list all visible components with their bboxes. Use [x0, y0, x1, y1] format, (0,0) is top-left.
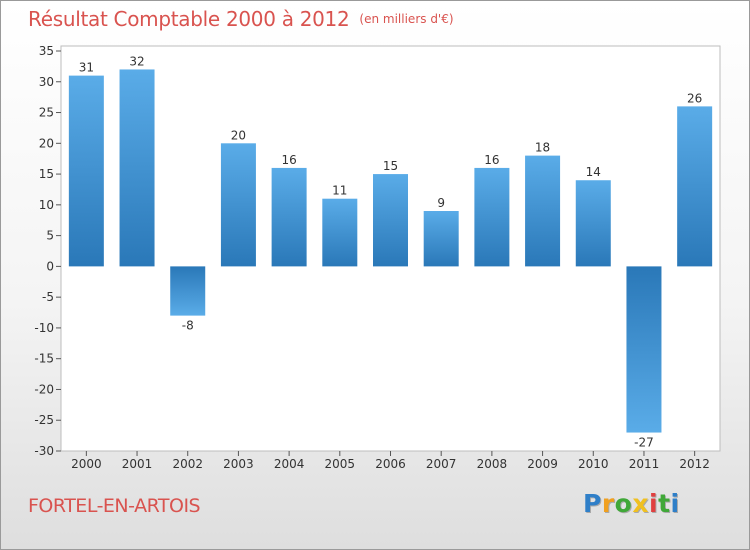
- y-tick-label: -25: [34, 413, 54, 427]
- y-tick-label: -15: [34, 352, 54, 366]
- bar-2007: [423, 211, 459, 267]
- value-label-2003: 20: [231, 128, 246, 142]
- logo-letter: o: [614, 489, 633, 518]
- x-tick-label: 2008: [477, 457, 508, 471]
- proxiti-logo[interactable]: Proxiti: [583, 489, 680, 518]
- value-labels: 31 32 -8 20 16 11 15 9 16 18 14 -27 26: [79, 54, 703, 449]
- x-tick-label: 2010: [578, 457, 609, 471]
- value-label-2008: 16: [484, 153, 499, 167]
- x-tick-label: 2005: [325, 457, 356, 471]
- x-tick-label: 2001: [122, 457, 153, 471]
- value-label-2000: 31: [79, 61, 94, 75]
- chart-title: Résultat Comptable 2000 à 2012 (en millie…: [28, 7, 454, 31]
- y-tick-label: 35: [39, 44, 54, 58]
- y-tick-label: 10: [39, 198, 54, 212]
- y-tick-label: 15: [39, 167, 54, 181]
- logo-letter: P: [583, 489, 602, 518]
- bar-2001: [119, 69, 155, 267]
- x-tick-label: 2007: [426, 457, 457, 471]
- bar-2012: [677, 106, 713, 267]
- value-label-2009: 18: [535, 141, 550, 155]
- x-tick-label: 2011: [629, 457, 660, 471]
- y-tick-label: -20: [34, 382, 54, 396]
- y-tick-label: 30: [39, 75, 54, 89]
- bar-2002: [170, 266, 206, 316]
- bar-2000: [68, 75, 104, 267]
- x-tick-label: 2003: [223, 457, 254, 471]
- commune-name: FORTEL-EN-ARTOIS: [28, 495, 201, 517]
- bar-2003: [220, 143, 256, 267]
- x-tick-label: 2004: [274, 457, 305, 471]
- x-tick-label: 2012: [679, 457, 710, 471]
- y-tick-label: 25: [39, 106, 54, 120]
- value-label-2006: 15: [383, 159, 398, 173]
- y-tick-label: -10: [34, 321, 54, 335]
- value-label-2004: 16: [281, 153, 296, 167]
- bar-2010: [575, 180, 611, 267]
- value-label-2010: 14: [586, 165, 601, 179]
- logo-letter: i: [649, 489, 659, 518]
- y-tick-label: 20: [39, 136, 54, 150]
- bars: [68, 69, 713, 433]
- value-label-2002: -8: [182, 319, 194, 333]
- bar-2009: [525, 155, 561, 267]
- value-label-2007: 9: [437, 196, 445, 210]
- bar-2011: [626, 266, 662, 433]
- y-tick-label: 5: [46, 229, 54, 243]
- bar-2006: [373, 174, 408, 267]
- chart-title-text: Résultat Comptable 2000 à 2012: [28, 7, 350, 31]
- bar-2004: [271, 167, 307, 267]
- y-tick-label: -5: [42, 290, 54, 304]
- bar-2005: [322, 198, 358, 267]
- logo-letter: x: [632, 489, 649, 518]
- logo-letter: t: [658, 489, 671, 518]
- x-tick-label: 2000: [71, 457, 102, 471]
- value-label-2001: 32: [129, 54, 144, 68]
- x-tick-label: 2002: [172, 457, 203, 471]
- x-tick-label: 2006: [375, 457, 406, 471]
- y-axis: 35 30 25 20 15 10 5 0 -5 -10 -15 -20 -25 -30: [34, 44, 61, 458]
- y-tick-label: -30: [34, 444, 54, 458]
- value-label-2012: 26: [687, 91, 702, 105]
- value-label-2005: 11: [332, 184, 347, 198]
- y-tick-label: 0: [46, 259, 54, 273]
- logo-letter: r: [601, 489, 615, 518]
- x-axis: 2000 2001 2002 2003 2004 2005 2006 2007 2008 2009…: [71, 451, 710, 471]
- logo-letter: i: [670, 489, 680, 518]
- x-tick-label: 2009: [527, 457, 558, 471]
- bar-2008: [474, 167, 510, 267]
- value-label-2011: -27: [634, 436, 654, 450]
- unit-label: (en milliers d'€): [359, 12, 454, 26]
